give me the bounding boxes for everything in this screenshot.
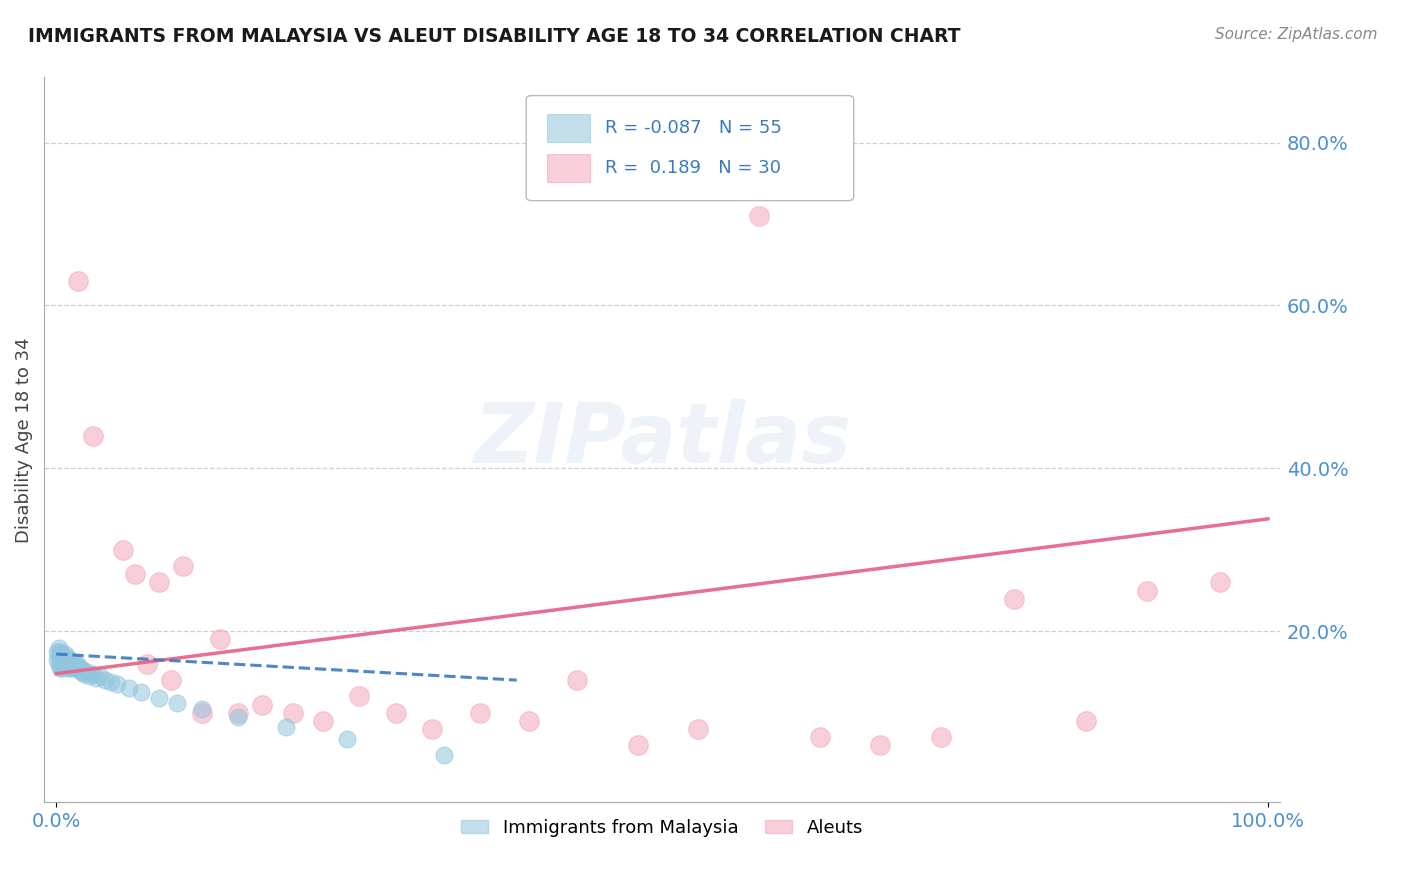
Point	[517, 714, 540, 728]
Text: Source: ZipAtlas.com: Source: ZipAtlas.com	[1215, 27, 1378, 42]
Point	[67, 658, 90, 673]
Point	[58, 661, 80, 675]
Point	[46, 644, 69, 658]
Point	[51, 661, 73, 675]
Point	[252, 698, 274, 712]
Point	[1002, 591, 1025, 606]
Point	[63, 661, 86, 675]
FancyBboxPatch shape	[526, 95, 853, 201]
Point	[82, 429, 104, 443]
Y-axis label: Disability Age 18 to 34: Disability Age 18 to 34	[15, 337, 32, 542]
Point	[166, 696, 188, 710]
Point	[72, 663, 94, 677]
Point	[51, 648, 73, 663]
Legend: Immigrants from Malaysia, Aleuts: Immigrants from Malaysia, Aleuts	[454, 812, 870, 844]
Point	[84, 672, 107, 686]
Text: ZIPatlas: ZIPatlas	[474, 400, 851, 481]
Point	[929, 730, 952, 744]
Point	[420, 722, 443, 736]
Bar	[547, 154, 591, 182]
Bar	[547, 114, 591, 142]
Point	[470, 706, 492, 720]
Text: R =  0.189   N = 30: R = 0.189 N = 30	[605, 159, 782, 177]
Point	[160, 673, 183, 687]
Point	[51, 653, 73, 667]
Point	[208, 632, 231, 647]
Point	[58, 661, 80, 675]
Point	[49, 661, 72, 675]
Point	[93, 673, 115, 687]
Point	[1076, 714, 1098, 728]
Point	[136, 657, 159, 671]
Point	[336, 731, 359, 746]
Point	[70, 665, 93, 679]
Point	[59, 657, 82, 671]
Point	[226, 706, 249, 720]
Point	[53, 655, 76, 669]
Point	[312, 714, 335, 728]
Point	[89, 669, 111, 683]
Point	[1208, 575, 1230, 590]
Point	[58, 655, 80, 669]
Point	[49, 658, 72, 673]
Point	[55, 653, 77, 667]
Point	[384, 706, 406, 720]
Point	[56, 650, 79, 665]
Point	[276, 720, 298, 734]
Point	[49, 650, 72, 665]
Point	[688, 722, 710, 736]
Point	[226, 710, 249, 724]
Point	[49, 644, 72, 658]
Point	[190, 701, 212, 715]
Point	[48, 648, 70, 663]
Text: R = -0.087   N = 55: R = -0.087 N = 55	[605, 120, 782, 137]
Point	[69, 661, 91, 675]
Point	[53, 647, 76, 661]
Point	[73, 666, 96, 681]
Point	[82, 666, 104, 681]
Point	[627, 738, 650, 752]
Point	[62, 655, 84, 669]
Point	[77, 669, 100, 683]
Point	[347, 690, 370, 704]
Point	[49, 654, 72, 668]
Point	[60, 658, 83, 673]
Point	[66, 661, 89, 675]
Point	[49, 647, 72, 661]
Point	[124, 567, 146, 582]
Point	[281, 706, 304, 720]
Point	[148, 691, 170, 706]
Point	[67, 274, 90, 288]
Point	[190, 706, 212, 720]
Point	[52, 650, 75, 665]
Point	[56, 657, 79, 671]
Point	[58, 653, 80, 667]
Point	[67, 663, 90, 677]
Point	[111, 542, 134, 557]
Point	[433, 747, 456, 762]
Point	[100, 674, 122, 689]
Point	[48, 640, 70, 655]
Point	[105, 677, 128, 691]
Point	[46, 653, 69, 667]
Point	[55, 658, 77, 673]
Point	[567, 673, 589, 687]
Point	[76, 665, 98, 679]
Text: IMMIGRANTS FROM MALAYSIA VS ALEUT DISABILITY AGE 18 TO 34 CORRELATION CHART: IMMIGRANTS FROM MALAYSIA VS ALEUT DISABI…	[28, 27, 960, 45]
Point	[808, 730, 831, 744]
Point	[1136, 583, 1159, 598]
Point	[172, 559, 194, 574]
Point	[129, 685, 152, 699]
Point	[52, 657, 75, 671]
Point	[48, 657, 70, 671]
Point	[65, 657, 87, 671]
Point	[148, 575, 170, 590]
Point	[869, 738, 891, 752]
Point	[748, 209, 770, 223]
Point	[118, 681, 141, 696]
